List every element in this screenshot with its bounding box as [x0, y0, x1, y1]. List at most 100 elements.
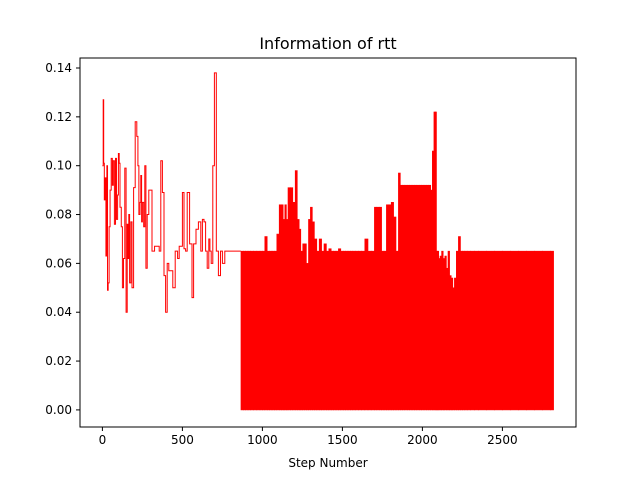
rtt-band-segment: [247, 250, 251, 411]
y-tick-label: 0.12: [45, 110, 72, 124]
plot-area: [102, 72, 554, 411]
rtt-band-segment: [395, 250, 399, 411]
chart-title: Information of rtt: [259, 34, 396, 53]
rtt-band-segment: [400, 184, 403, 411]
rtt-band-segment: [345, 250, 349, 411]
axes-frame: [79, 57, 577, 428]
rtt-band-segment: [274, 250, 278, 411]
y-tick-label: 0.14: [45, 61, 72, 75]
rtt-band-segment: [253, 250, 258, 411]
rtt-band-segment: [276, 233, 280, 411]
rtt-band-segment: [510, 250, 519, 411]
rtt-band-segment: [478, 250, 487, 411]
rtt-band-segment: [350, 250, 354, 411]
rtt-band-segment: [402, 184, 406, 411]
y-tick-label: 0.06: [45, 256, 72, 270]
rtt-band-segment: [240, 250, 244, 411]
rtt-band-segment: [250, 250, 254, 411]
rtt-band-segment: [378, 206, 382, 411]
rtt-band-segment: [466, 250, 471, 411]
rtt-band-segment: [333, 250, 337, 411]
rtt-band-segment: [474, 250, 479, 411]
rtt-band-segment: [456, 250, 459, 411]
rtt-band-segment: [458, 236, 461, 411]
rtt-band-segment: [542, 250, 551, 411]
rtt-band-segment: [404, 184, 408, 411]
rtt-band-segment: [462, 250, 466, 411]
rtt-band-segment: [318, 238, 322, 411]
rtt-band-segment: [338, 248, 342, 411]
x-axis-label: Step Number: [288, 456, 367, 470]
rtt-band-segment: [352, 250, 356, 411]
rtt-band-segment: [312, 221, 315, 411]
rtt-band-segment: [518, 250, 527, 411]
rtt-band-segment: [393, 216, 397, 411]
x-tick-label: 2000: [407, 433, 438, 447]
rtt-band-segment: [340, 250, 344, 411]
rtt-band-segment: [294, 170, 298, 411]
rtt-band-segment: [423, 184, 427, 411]
rtt-band-segment: [347, 250, 351, 411]
rtt-band-segment: [470, 250, 475, 411]
rtt-band-segment: [316, 250, 320, 411]
rtt-band-segment: [383, 250, 387, 411]
y-axis: 0.00 0.02 0.04 0.06 0.08 0.10 0.12 0.14: [45, 61, 80, 417]
rtt-band-segment: [256, 250, 261, 411]
rtt-band-segment: [335, 250, 339, 411]
rtt-band-segment: [370, 250, 375, 411]
x-tick-label: 500: [171, 433, 194, 447]
rtt-band-segment: [271, 250, 275, 411]
rtt-band-segment: [414, 184, 418, 411]
y-tick-label: 0.08: [45, 208, 72, 222]
rtt-band-segment: [342, 250, 346, 411]
rtt-band-segment: [306, 263, 309, 411]
x-tick-label: 1000: [247, 433, 278, 447]
rtt-band-segment: [464, 250, 468, 411]
rtt-band-segment: [326, 250, 330, 411]
rtt-band-segment: [314, 238, 318, 411]
rtt-band-segment: [330, 250, 334, 411]
rtt-band-segment: [278, 204, 282, 411]
rtt-band-segment: [259, 250, 263, 411]
rtt-band-segment: [364, 238, 369, 411]
rtt-band-segment: [328, 248, 332, 411]
rtt-band-segment: [409, 184, 413, 411]
rtt-band-segment: [323, 243, 327, 411]
x-tick-label: 0: [99, 433, 107, 447]
rtt-band-segment: [526, 250, 535, 411]
rtt-band-segment: [550, 250, 554, 411]
rtt-band-segment: [304, 243, 307, 411]
rtt-band-segment: [502, 250, 511, 411]
y-tick-label: 0.04: [45, 305, 72, 319]
rtt-band-segment: [411, 184, 415, 411]
rtt-band-segment: [374, 206, 378, 411]
y-tick-label: 0.10: [45, 159, 72, 173]
rtt-band-segment: [388, 204, 392, 411]
rtt-band-segment: [264, 236, 268, 411]
rtt-band-segment: [358, 250, 362, 411]
rtt-band-segment: [292, 202, 296, 411]
rtt-band-segment: [361, 250, 366, 411]
rtt-band-segment: [321, 250, 325, 411]
x-axis: 0 500 1000 1500 2000 2500: [99, 427, 518, 447]
y-tick-label: 0.00: [45, 403, 72, 417]
rtt-band-segment: [290, 187, 294, 411]
rtt-band-segment: [386, 204, 390, 411]
x-tick-label: 1500: [327, 433, 358, 447]
x-tick-label: 2500: [487, 433, 518, 447]
rtt-band-segment: [494, 250, 503, 411]
rtt-band-segment: [243, 250, 246, 411]
rtt-band-segment: [266, 250, 270, 411]
rtt-band-segment: [376, 206, 380, 411]
rtt-band-segment: [262, 250, 266, 411]
y-tick-label: 0.02: [45, 354, 72, 368]
rtt-band-segment: [354, 250, 359, 411]
rtt-band-segment: [534, 250, 543, 411]
rtt-band-segment: [390, 202, 394, 411]
rtt-band-segment: [426, 184, 430, 411]
rtt-band-segment: [406, 184, 410, 411]
rtt-band-segment: [269, 250, 273, 411]
rtt-band-segment: [421, 184, 425, 411]
rtt-band-segment: [245, 250, 249, 411]
